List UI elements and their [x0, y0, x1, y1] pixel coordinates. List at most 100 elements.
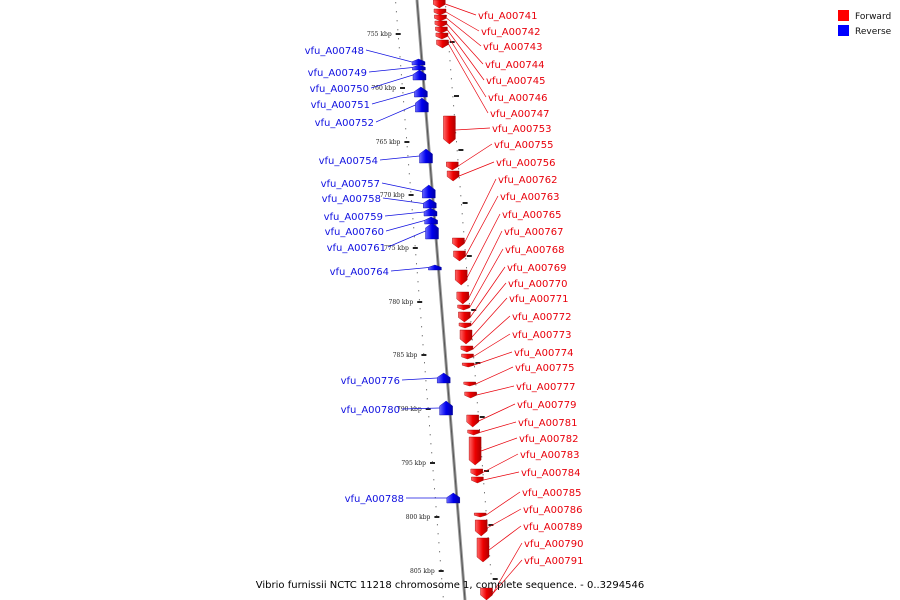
forward-gene-label[interactable]: vfu_A00777	[516, 382, 575, 393]
forward-gene-label[interactable]: vfu_A00769	[507, 263, 566, 274]
forward-gene-label[interactable]: vfu_A00763	[500, 192, 559, 203]
track-dot	[461, 204, 462, 206]
forward-gene-label[interactable]: vfu_A00772	[512, 312, 571, 323]
tick-mark	[466, 255, 472, 257]
legend-reverse-swatch	[838, 25, 849, 36]
track-dot	[452, 96, 454, 98]
track-dot	[414, 245, 416, 247]
forward-gene-label[interactable]: vfu_A00781	[518, 418, 577, 429]
forward-leader-line	[470, 282, 507, 326]
reverse-gene-arrow	[425, 222, 439, 240]
track-dot	[413, 236, 415, 238]
track-dot	[460, 195, 462, 197]
legend-forward-label: Forward	[855, 12, 891, 22]
forward-gene-arrow	[446, 170, 460, 182]
forward-gene-label[interactable]: vfu_A00783	[520, 450, 579, 461]
tick-mark	[430, 462, 435, 464]
track-dot	[484, 501, 486, 503]
forward-gene-label[interactable]: vfu_A00771	[509, 294, 568, 305]
track-dot	[419, 308, 421, 310]
reverse-leader-line	[401, 377, 438, 381]
track-dot	[403, 110, 405, 112]
reverse-gene-label[interactable]: vfu_A00764	[330, 267, 389, 278]
forward-leader-line	[487, 508, 522, 529]
forward-gene-label[interactable]: vfu_A00742	[481, 27, 540, 38]
reverse-leader-line	[382, 197, 424, 204]
forward-gene-label[interactable]: vfu_A00768	[505, 245, 564, 256]
forward-gene-label[interactable]: vfu_A00767	[504, 227, 563, 238]
track-dot	[416, 263, 417, 265]
reverse-gene-label[interactable]: vfu_A00780	[341, 405, 400, 416]
reverse-gene-label[interactable]: vfu_A00748	[305, 46, 364, 57]
forward-gene-label[interactable]: vfu_A00782	[519, 434, 578, 445]
forward-gene-label[interactable]: vfu_A00753	[492, 124, 551, 135]
forward-gene-label[interactable]: vfu_A00784	[521, 468, 580, 479]
forward-gene-label[interactable]: vfu_A00773	[512, 330, 571, 341]
forward-gene-label[interactable]: vfu_A00747	[490, 109, 549, 120]
reverse-gene-label[interactable]: vfu_A00759	[324, 212, 383, 223]
reverse-gene-label[interactable]: vfu_A00760	[325, 227, 384, 238]
forward-gene-label[interactable]: vfu_A00790	[524, 539, 583, 550]
track-dot	[421, 335, 423, 337]
reverse-gene-label[interactable]: vfu_A00750	[310, 84, 369, 95]
track-dot	[431, 452, 433, 454]
forward-gene-label[interactable]: vfu_A00744	[485, 60, 544, 71]
forward-gene-label[interactable]: vfu_A00785	[522, 488, 581, 499]
forward-gene-label[interactable]: vfu_A00786	[523, 505, 582, 516]
reverse-gene-arrow	[414, 86, 428, 98]
forward-gene-label[interactable]: vfu_A00765	[502, 210, 561, 221]
forward-gene-label[interactable]: vfu_A00791	[524, 556, 583, 567]
forward-gene-label[interactable]: vfu_A00741	[478, 11, 537, 22]
reverse-gene-label[interactable]: vfu_A00757	[321, 179, 380, 190]
track-dot	[484, 492, 485, 494]
forward-leader-line	[476, 385, 515, 396]
forward-gene-label[interactable]: vfu_A00762	[498, 175, 557, 186]
track-dot	[448, 51, 450, 53]
forward-gene-arrow	[470, 468, 483, 477]
forward-gene-arrow	[476, 537, 490, 563]
track-dot	[397, 29, 399, 31]
track-dot	[485, 510, 487, 512]
forward-gene-label[interactable]: vfu_A00779	[517, 400, 576, 411]
forward-gene-label[interactable]: vfu_A00755	[494, 140, 553, 151]
tick-mark	[454, 95, 459, 97]
forward-leader-line	[483, 471, 520, 481]
forward-gene-arrow	[471, 476, 484, 484]
reverse-gene-label[interactable]: vfu_A00776	[341, 376, 400, 387]
reverse-gene-label[interactable]: vfu_A00761	[327, 243, 386, 254]
track-dot	[406, 146, 408, 148]
forward-leader-line	[471, 297, 508, 338]
forward-gene-label[interactable]: vfu_A00743	[483, 42, 542, 53]
forward-gene-arrow	[434, 14, 447, 22]
forward-gene-label[interactable]: vfu_A00746	[488, 93, 547, 104]
reverse-gene-label[interactable]: vfu_A00751	[311, 100, 370, 111]
reverse-gene-label[interactable]: vfu_A00758	[322, 194, 381, 205]
track-dot	[413, 227, 415, 229]
forward-leader-line	[468, 230, 503, 299]
track-dot	[426, 389, 428, 391]
track-dot	[408, 173, 410, 175]
forward-gene-label[interactable]: vfu_A00774	[514, 348, 573, 359]
track-dot	[467, 285, 469, 287]
track-dot	[462, 222, 464, 224]
track-dot	[412, 218, 414, 220]
tick-mark	[462, 202, 468, 204]
track-dot	[450, 69, 452, 71]
legend-forward-swatch	[838, 10, 849, 21]
tick-mark	[412, 247, 418, 249]
tick-label: 760 kbp	[371, 85, 396, 92]
forward-gene-label[interactable]: vfu_A00789	[523, 522, 582, 533]
reverse-gene-label[interactable]: vfu_A00754	[319, 156, 378, 167]
tick-label: 755 kbp	[367, 31, 392, 38]
track-dot	[409, 182, 411, 184]
forward-gene-label[interactable]: vfu_A00756	[496, 158, 555, 169]
reverse-gene-label[interactable]: vfu_A00752	[315, 118, 374, 129]
forward-gene-label[interactable]: vfu_A00775	[515, 363, 574, 374]
forward-gene-label[interactable]: vfu_A00745	[486, 76, 545, 87]
reverse-gene-label[interactable]: vfu_A00788	[345, 494, 404, 505]
forward-gene-label[interactable]: vfu_A00770	[508, 279, 567, 290]
track-dot	[417, 281, 419, 283]
reverse-gene-label[interactable]: vfu_A00749	[308, 68, 367, 79]
track-dot	[398, 47, 400, 49]
forward-leader-line	[446, 23, 484, 65]
